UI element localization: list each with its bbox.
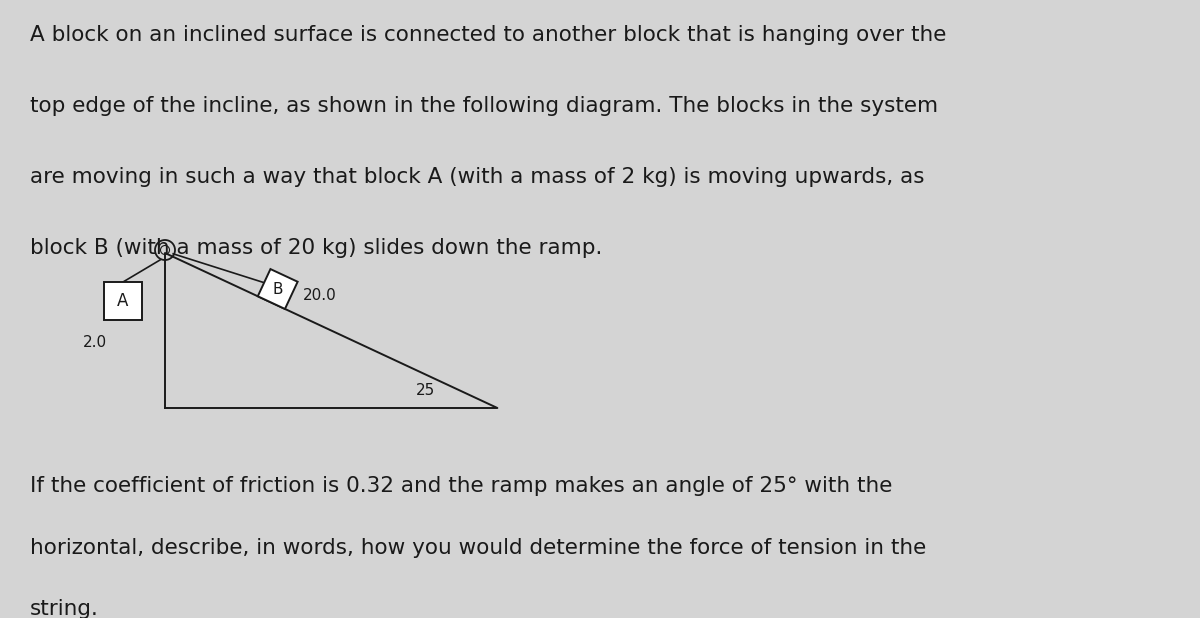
Text: horizontal, describe, in words, how you would determine the force of tension in : horizontal, describe, in words, how you … xyxy=(30,538,926,557)
Text: string.: string. xyxy=(30,599,98,618)
Text: 2.0: 2.0 xyxy=(83,335,107,350)
Text: block B (with a mass of 20 kg) slides down the ramp.: block B (with a mass of 20 kg) slides do… xyxy=(30,238,602,258)
Polygon shape xyxy=(258,269,298,309)
Text: B: B xyxy=(272,282,283,297)
Text: 20.0: 20.0 xyxy=(302,287,336,303)
Text: A: A xyxy=(118,292,128,310)
Text: 25: 25 xyxy=(415,383,436,398)
Text: top edge of the incline, as shown in the following diagram. The blocks in the sy: top edge of the incline, as shown in the… xyxy=(30,96,938,116)
Text: are moving in such a way that block A (with a mass of 2 kg) is moving upwards, a: are moving in such a way that block A (w… xyxy=(30,167,924,187)
Text: If the coefficient of friction is 0.32 and the ramp makes an angle of 25° with t: If the coefficient of friction is 0.32 a… xyxy=(30,476,893,496)
Text: A block on an inclined surface is connected to another block that is hanging ove: A block on an inclined surface is connec… xyxy=(30,25,947,44)
Bar xyxy=(104,282,142,320)
